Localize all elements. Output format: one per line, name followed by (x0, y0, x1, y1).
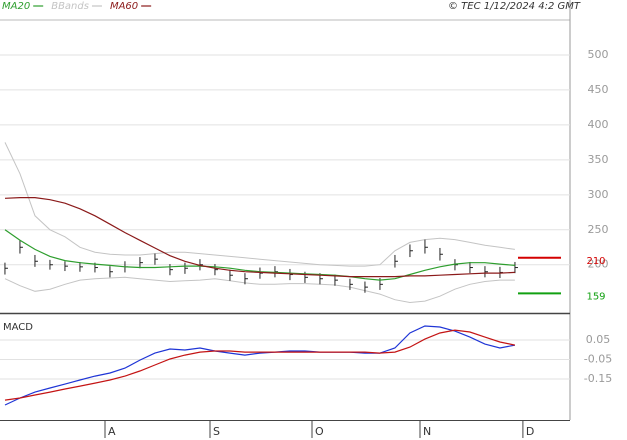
legend-label: MA20 (2, 1, 30, 12)
level-label: 210 (586, 256, 605, 267)
y-tick-label: 250 (588, 223, 609, 236)
y-tick-label: -0.05 (584, 353, 612, 366)
y-tick-label: -0.15 (584, 372, 612, 385)
y-tick-label: 500 (588, 48, 609, 61)
macd-line (4, 325, 516, 406)
y-tick-label: 400 (588, 118, 609, 131)
moving-average (4, 229, 515, 281)
x-tick-label: S (213, 425, 220, 438)
x-tick-label: O (315, 425, 324, 438)
y-tick-label: 450 (588, 83, 609, 96)
x-tick-label: D (526, 425, 534, 438)
x-tick-label: A (108, 425, 116, 438)
x-tick-label: N (423, 425, 431, 438)
legend-label: MA60 (110, 1, 138, 12)
legend-label: BBands (51, 1, 89, 12)
macd-line (4, 329, 516, 401)
level-label: 159 (586, 291, 605, 302)
y-tick-label: 0.05 (586, 333, 611, 346)
y-tick-label: 300 (588, 188, 609, 201)
bband-lower (4, 276, 515, 304)
copyright: © TEC 1/12/2024 4:2 GMT (448, 1, 581, 12)
macd-title: MACD (3, 322, 33, 333)
moving-average (4, 197, 515, 278)
bband-upper (4, 142, 515, 267)
y-tick-label: 200 (588, 258, 609, 271)
y-tick-label: 350 (588, 153, 609, 166)
